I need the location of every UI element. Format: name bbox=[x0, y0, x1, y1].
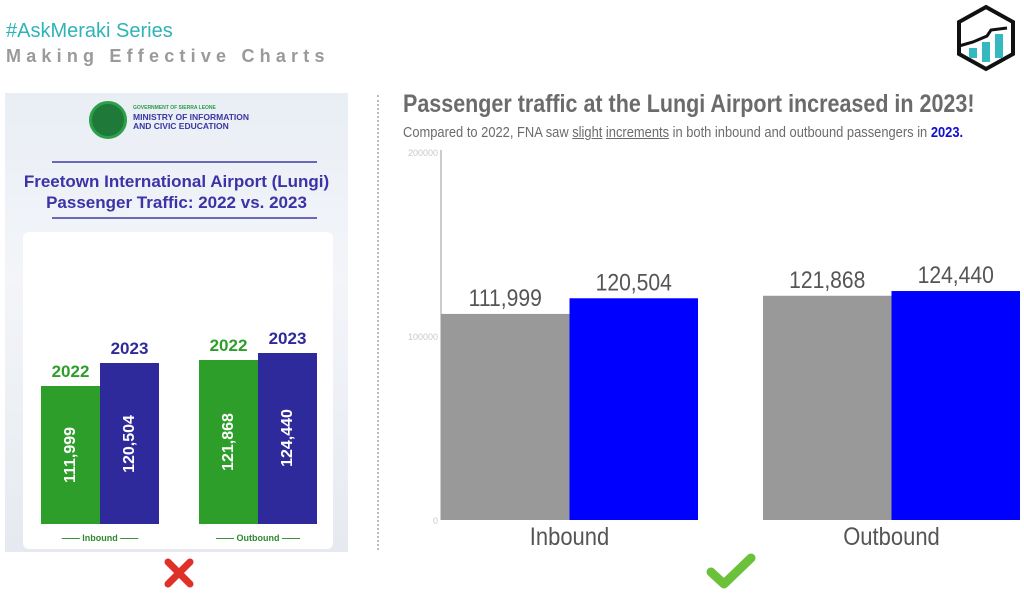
category-label: —— Outbound —— bbox=[216, 533, 300, 543]
bar-inbound-2023 bbox=[569, 298, 698, 520]
red-x-icon bbox=[164, 558, 194, 588]
sub-emphasis-increments: increments bbox=[605, 124, 670, 141]
y-tick-label: 200000 bbox=[408, 148, 438, 158]
rule bbox=[52, 217, 317, 219]
bar-year-label: 2022 bbox=[209, 335, 248, 355]
chart-subtitle: Compared to 2022, FNA saw slight increme… bbox=[403, 124, 963, 141]
section-divider bbox=[377, 95, 379, 550]
chart-headline: Passenger traffic at the Lungi Airport i… bbox=[403, 90, 975, 118]
y-tick-label: 100000 bbox=[408, 332, 438, 342]
infographic-chart-card: 111,999 2022 120,504 2023 —— Inbound —— 121,8… bbox=[23, 232, 333, 549]
infographic-title: Freetown International Airport (Lungi) Pa… bbox=[5, 171, 348, 213]
bar-value-label: 121,868 bbox=[789, 267, 865, 294]
bar-outbound-2023 bbox=[891, 291, 1020, 520]
sub-text: Compared to 2022, FNA saw bbox=[403, 124, 573, 141]
x-category-label: Outbound bbox=[843, 523, 940, 551]
category-label: —— Inbound —— bbox=[61, 533, 139, 543]
bar-value-label: 120,504 bbox=[596, 269, 672, 296]
bar-value-label: 121,868 bbox=[219, 412, 237, 471]
sub-text: in both inbound and outbound passengers … bbox=[669, 124, 931, 141]
bar-year-label: 2023 bbox=[110, 339, 149, 359]
green-check-icon bbox=[706, 553, 756, 589]
title-line-2: Passenger Traffic: 2022 vs. 2023 bbox=[46, 193, 307, 212]
bar-value-label: 111,999 bbox=[469, 285, 542, 312]
sub-year: 2023. bbox=[930, 124, 964, 141]
infographic-bar-outbound-2022: 121,868 bbox=[199, 359, 258, 524]
ministry-line-2: AND CIVIC EDUCATION bbox=[133, 121, 229, 131]
bar-value-label: 111,999 bbox=[61, 427, 79, 484]
bar-value-label: 124,440 bbox=[278, 409, 296, 468]
sub-emphasis-slight: slight bbox=[572, 124, 603, 141]
bar-value-label: 120,504 bbox=[120, 414, 138, 473]
series-title: #AskMeraki Series bbox=[6, 20, 173, 42]
ministry-line-1: MINISTRY OF INFORMATION bbox=[133, 112, 250, 122]
infographic-bar-inbound-2022: 111,999 bbox=[41, 386, 100, 524]
infographic-bar-outbound-2023: 124,440 bbox=[258, 352, 317, 524]
bar-outbound-2022 bbox=[763, 295, 892, 520]
original-infographic: GOVERNMENT OF SIERRA LEONE MINISTRY OF I… bbox=[5, 93, 348, 552]
gov-label: GOVERNMENT OF SIERRA LEONE bbox=[133, 105, 216, 111]
x-category-label: Inbound bbox=[530, 523, 609, 551]
infographic-bar-inbound-2023: 120,504 bbox=[100, 363, 159, 524]
bar-year-label: 2023 bbox=[268, 328, 307, 348]
bar-value-label: 124,440 bbox=[918, 262, 994, 289]
title-line-1: Freetown International Airport (Lungi) bbox=[23, 172, 330, 191]
bar-inbound-2022 bbox=[441, 313, 570, 520]
y-tick-label: 0 bbox=[433, 516, 438, 526]
meraki-logo-icon bbox=[957, 4, 1015, 72]
series-subtitle: Making Effective Charts bbox=[6, 46, 330, 66]
rule bbox=[52, 161, 317, 163]
ministry-seal-icon bbox=[89, 101, 127, 139]
bar-year-label: 2022 bbox=[51, 362, 90, 382]
